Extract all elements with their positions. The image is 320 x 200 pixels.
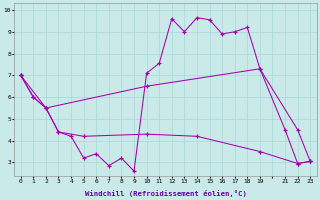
X-axis label: Windchill (Refroidissement éolien,°C): Windchill (Refroidissement éolien,°C) <box>84 190 246 197</box>
